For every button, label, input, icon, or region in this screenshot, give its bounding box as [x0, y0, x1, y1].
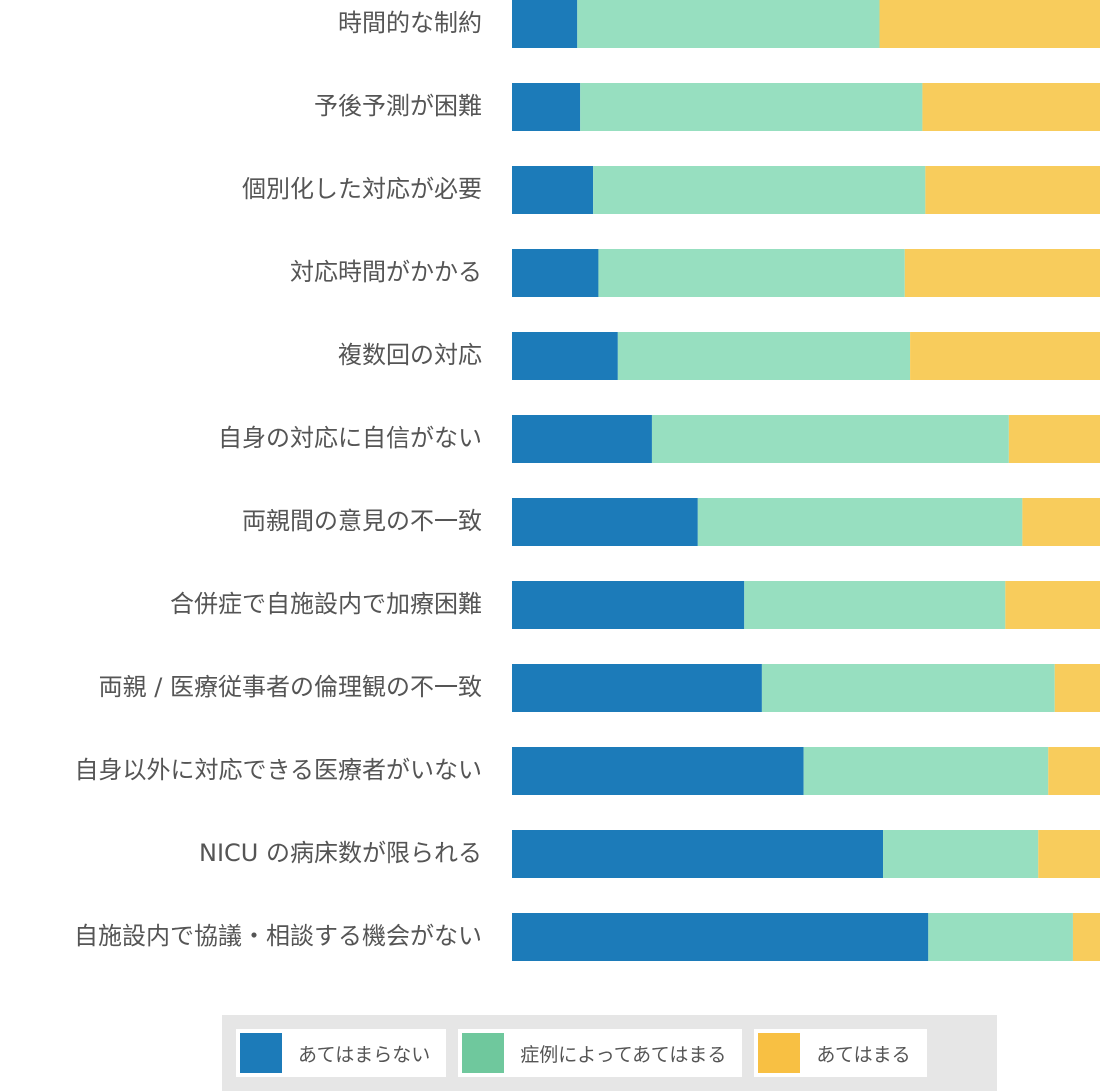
bar-segment-series-0 [512, 498, 698, 546]
bar-segment-series-2 [1038, 830, 1100, 878]
bar-segment-series-0 [512, 83, 581, 131]
bar-segment-series-1 [617, 332, 911, 380]
bar-segment-series-0 [512, 664, 762, 712]
bar-segment-series-2 [1022, 498, 1100, 546]
category-label: 合併症で自施設内で加療困難 [170, 590, 482, 618]
legend-label-case-dependent: 症例によってあてはまる [520, 1043, 727, 1066]
bar-segment-series-1 [580, 83, 923, 131]
category-label: 両親 / 医療従事者の倫理観の不一致 [99, 673, 482, 701]
bar-segment-series-2 [1005, 581, 1100, 629]
legend-item-applicable: あてはまる [754, 1029, 927, 1077]
bar-segment-series-0 [512, 830, 884, 878]
bar-segment-series-1 [744, 581, 1006, 629]
bar-segment-series-0 [512, 913, 929, 961]
category-label: 対応時間がかかる [290, 258, 482, 286]
bar-segment-series-2 [925, 166, 1100, 214]
category-label: 両親間の意見の不一致 [242, 507, 482, 535]
category-label: 予後予測が困難 [314, 92, 482, 120]
category-label: 個別化した対応が必要 [242, 175, 482, 203]
bar-segment-series-2 [1054, 664, 1100, 712]
bar-segment-series-2 [1048, 747, 1100, 795]
bar-segment-series-1 [761, 664, 1055, 712]
bar-segment-series-0 [512, 581, 745, 629]
bar-segment-series-0 [512, 249, 599, 297]
bar-segment-series-2 [922, 83, 1100, 131]
stacked-bar-chart: 時間的な制約予後予測が困難個別化した対応が必要対応時間がかかる複数回の対応自身の… [74, 0, 1100, 961]
legend-swatch-case-dependent [462, 1033, 505, 1073]
bar-segment-series-1 [577, 0, 880, 48]
bar-segment-series-1 [803, 747, 1049, 795]
bar-segment-series-0 [512, 415, 652, 463]
bar-segment-series-1 [651, 415, 1009, 463]
category-label: 自身の対応に自信がない [218, 424, 482, 452]
category-label: 自身以外に対応できる医療者がいない [74, 756, 482, 784]
bar-segment-series-2 [879, 0, 1100, 48]
category-label: 自施設内で協議・相談する機会がない [74, 922, 482, 950]
bar-segment-series-1 [697, 498, 1023, 546]
legend-item-case-dependent: 症例によってあてはまる [458, 1029, 743, 1077]
bar-segment-series-2 [904, 249, 1100, 297]
bar-segment-series-0 [512, 747, 804, 795]
legend-swatch-applicable [758, 1033, 801, 1073]
bar-segment-series-2 [1008, 415, 1100, 463]
bar-segments [512, 0, 1100, 961]
legend-swatch-not-applicable [240, 1033, 282, 1073]
legend-label-applicable: あてはまる [816, 1043, 911, 1066]
bar-segment-series-1 [593, 166, 926, 214]
legend: あてはまらない 症例によってあてはまる あてはまる [222, 1015, 997, 1091]
bar-segment-series-1 [928, 913, 1073, 961]
category-label: NICU の病床数が限られる [199, 839, 482, 867]
category-label: 時間的な制約 [338, 9, 482, 37]
legend-item-not-applicable: あてはまらない [236, 1029, 447, 1077]
bar-segment-series-0 [512, 0, 578, 48]
bar-segment-series-1 [883, 830, 1039, 878]
bar-segment-series-0 [512, 332, 618, 380]
legend-label-not-applicable: あてはまらない [298, 1043, 431, 1066]
bar-segment-series-2 [910, 332, 1100, 380]
bar-segment-series-1 [598, 249, 905, 297]
bar-segment-series-2 [1072, 913, 1100, 961]
category-label: 複数回の対応 [338, 341, 482, 369]
bar-segment-series-0 [512, 166, 594, 214]
category-labels: 時間的な制約予後予測が困難個別化した対応が必要対応時間がかかる複数回の対応自身の… [74, 9, 482, 950]
